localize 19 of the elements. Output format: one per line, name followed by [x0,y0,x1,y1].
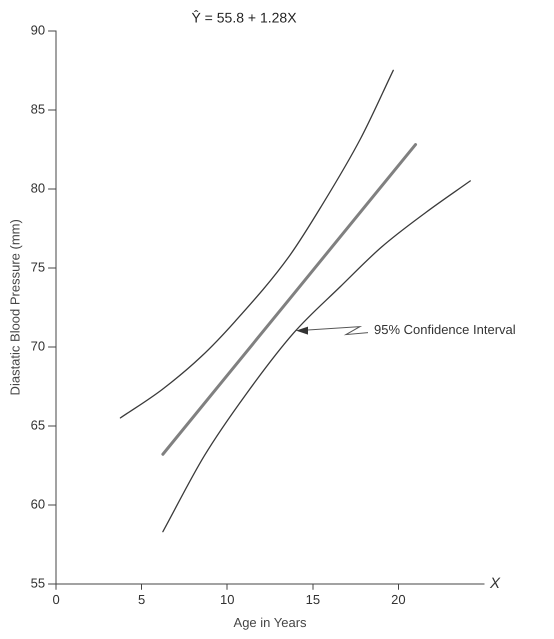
x-tick-label: 5 [138,592,146,608]
y-tick-label: 75 [30,259,46,274]
y-tick-label: 85 [30,101,46,116]
y-tick-label: 55 [30,575,46,590]
y-tick-label: 60 [30,496,46,512]
x-tick-label: 15 [306,592,320,608]
x-tick-label: 0 [52,592,60,608]
x-tick-label: 10 [220,592,234,608]
x-tick-label: 20 [391,592,406,608]
line-series [162,180,471,532]
text: X [489,574,501,592]
x-axis-title: Age in Years [234,614,308,630]
annotation: 95% Confidence Interval [374,322,516,338]
y-axis-title: Diastatic Blood Pressure (mm) [7,219,22,396]
y-tick-label: 90 [30,22,46,38]
y-tick-label: 70 [30,338,46,354]
y-tick-label: 80 [30,180,46,196]
y-tick-label: 65 [30,417,46,432]
chart-title: Ŷ = 55.8 + 1.28X [191,9,298,26]
